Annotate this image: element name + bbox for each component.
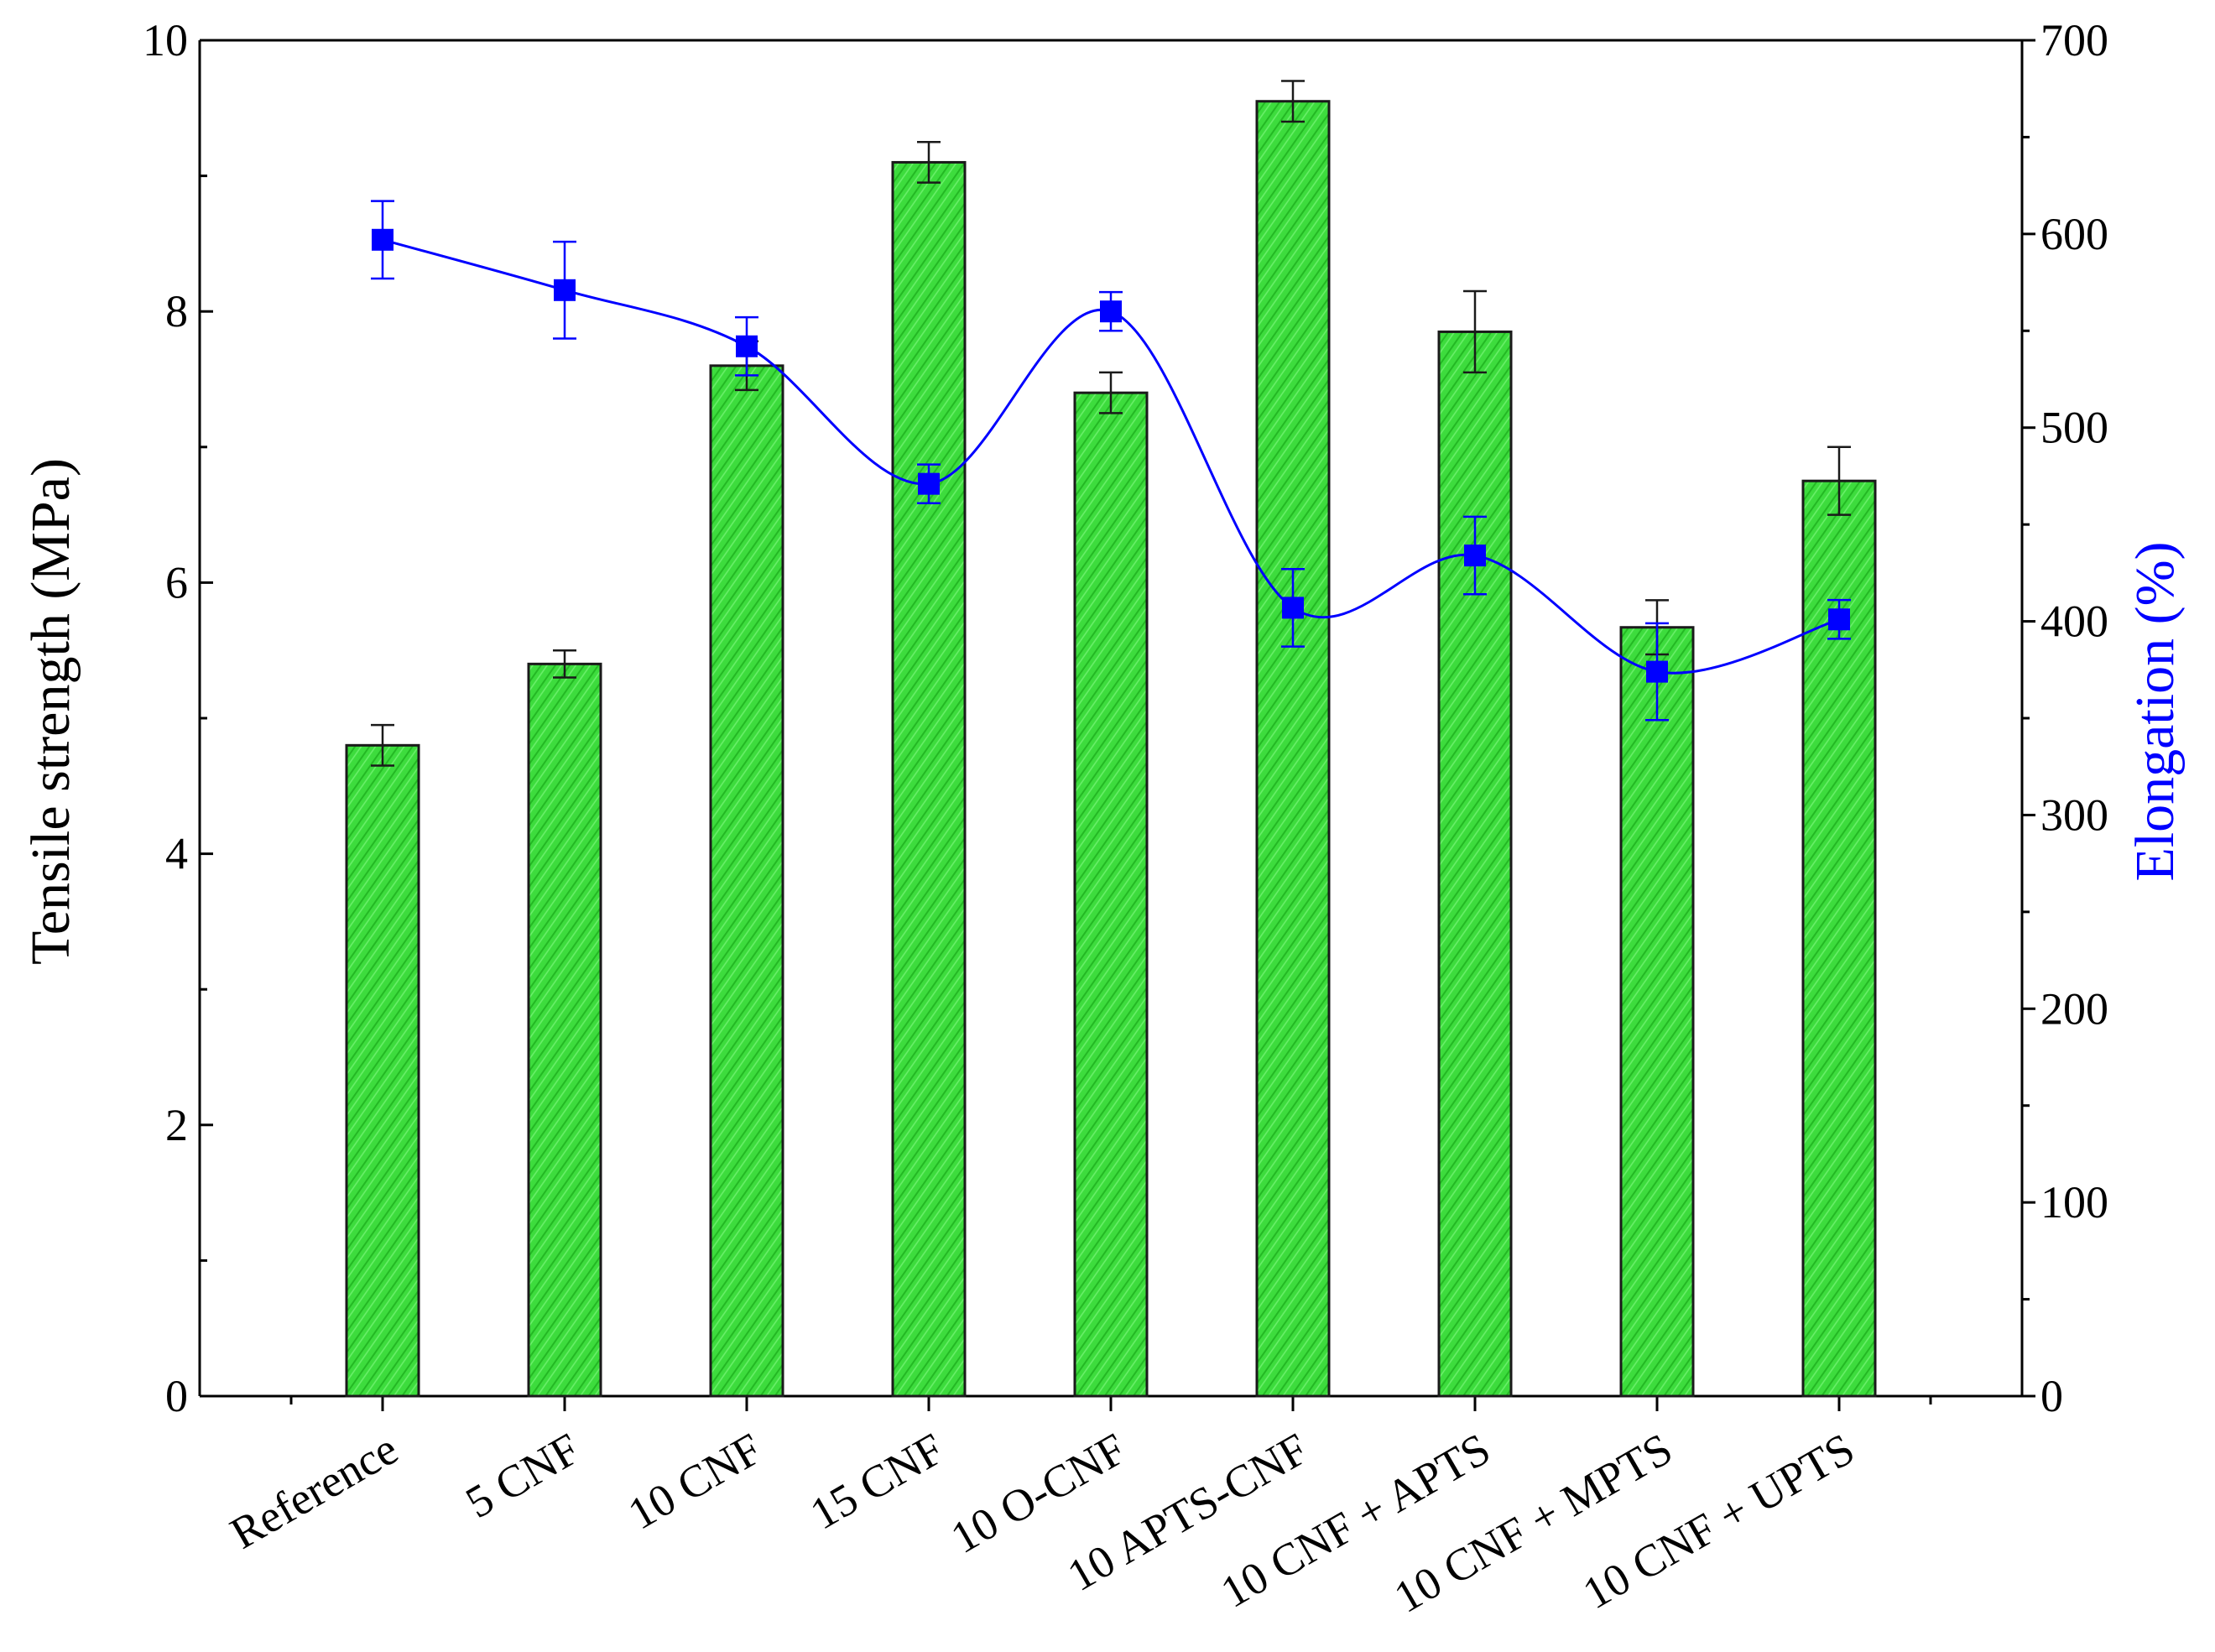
y-tick-label-right: 600 bbox=[2040, 209, 2108, 259]
tensile-bar bbox=[1619, 626, 1695, 1398]
elongation-point bbox=[1282, 597, 1304, 619]
y-axis-title-left: Tensile strength (MPa) bbox=[20, 458, 81, 965]
y-tick-label-left: 2 bbox=[165, 1100, 188, 1150]
elongation-line-layer bbox=[371, 200, 1851, 722]
x-category-label: 5 CNF bbox=[457, 1423, 588, 1528]
elongation-point bbox=[1646, 660, 1668, 683]
y-axis-title-right: Elongation (%) bbox=[2124, 541, 2186, 881]
x-category-label: 10 CNF bbox=[620, 1423, 770, 1539]
elongation-point bbox=[1828, 608, 1850, 631]
y-tick-label-left: 6 bbox=[165, 557, 188, 607]
y-tick-label-right: 300 bbox=[2040, 790, 2108, 840]
tensile-bar bbox=[891, 160, 967, 1398]
bars-layer bbox=[345, 80, 1877, 1398]
elongation-point bbox=[554, 279, 576, 301]
x-category-label: 15 CNF bbox=[802, 1423, 952, 1539]
tensile-bar bbox=[1073, 391, 1149, 1398]
tensile-bar bbox=[1255, 100, 1331, 1398]
elongation-point bbox=[1464, 545, 1486, 567]
y-tick-label-right: 500 bbox=[2040, 403, 2108, 453]
y-tick-label-left: 4 bbox=[165, 829, 188, 879]
elongation-point bbox=[736, 335, 758, 357]
x-category-label: Reference bbox=[222, 1423, 406, 1558]
tensile-bar bbox=[345, 743, 420, 1398]
elongation-point bbox=[372, 228, 393, 251]
y-tick-label-right: 200 bbox=[2040, 983, 2108, 1034]
y-tick-label-right: 0 bbox=[2040, 1371, 2063, 1421]
tensile-bar bbox=[709, 364, 784, 1398]
tensile-bar bbox=[1437, 330, 1513, 1398]
y-tick-label-right: 100 bbox=[2040, 1177, 2108, 1227]
elongation-point bbox=[1100, 300, 1122, 323]
y-tick-label-right: 700 bbox=[2040, 15, 2108, 65]
tensile-bar bbox=[527, 662, 602, 1398]
elongation-point bbox=[918, 472, 940, 495]
y-tick-label-left: 0 bbox=[165, 1371, 188, 1421]
y-tick-label-left: 8 bbox=[165, 286, 188, 336]
y-tick-label-right: 400 bbox=[2040, 597, 2108, 647]
y-tick-label-left: 10 bbox=[143, 15, 188, 65]
